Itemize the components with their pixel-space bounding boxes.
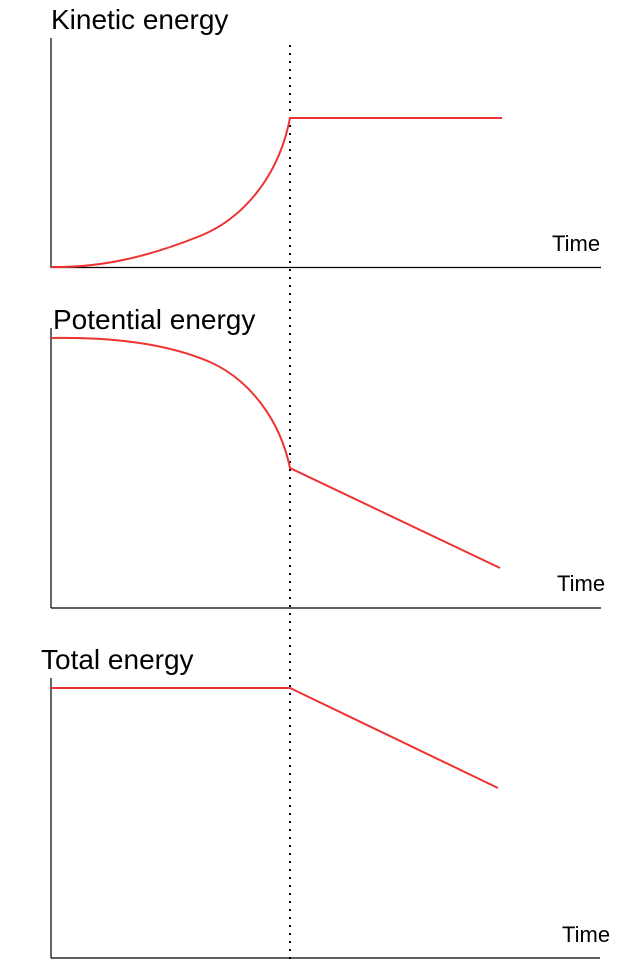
kinetic-x-label: Time [552,231,600,256]
potential-energy-curve [50,336,501,569]
kinetic-energy-curve [50,117,502,269]
potential-energy-title: Potential energy [53,304,255,335]
potential-x-label: Time [557,571,605,596]
total-energy-panel: Total energy Time [41,644,610,959]
kinetic-energy-title: Kinetic energy [51,4,228,35]
kinetic-energy-panel: Kinetic energy Time [50,4,601,269]
total-energy-title: Total energy [41,644,194,675]
total-x-label: Time [562,922,610,947]
total-energy-curve [51,687,499,789]
potential-energy-panel: Potential energy Time [50,304,605,609]
